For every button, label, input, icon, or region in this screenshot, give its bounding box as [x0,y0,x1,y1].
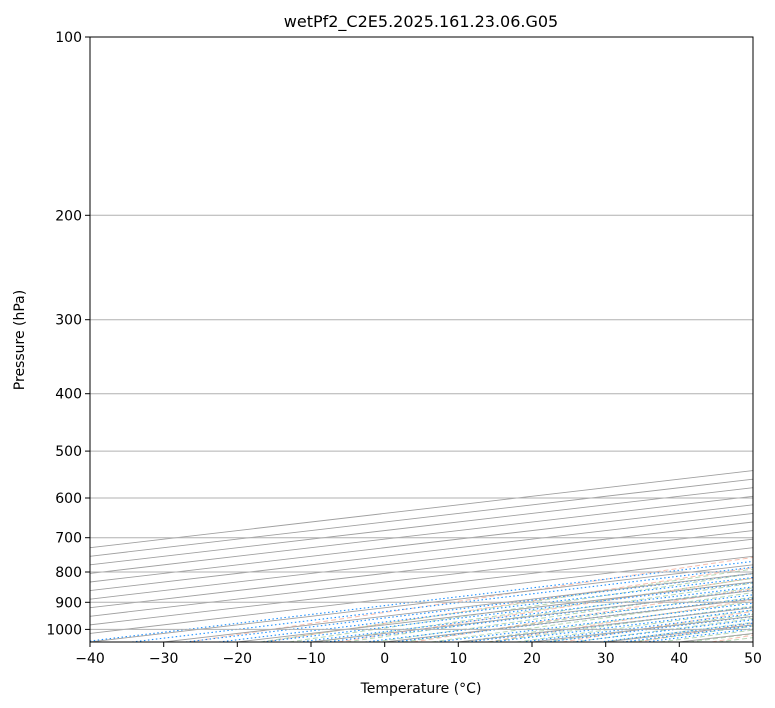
isotherm-line [90,512,753,592]
x-tick-label: 30 [597,651,615,667]
isotherm-line [90,521,753,600]
isotherm-line [90,495,753,574]
x-tick-label: 0 [380,651,389,667]
moist-adiabat-line [289,573,753,642]
x-tick-label: −30 [149,651,179,667]
mixing-ratio-line [218,576,753,642]
y-tick-label: 400 [55,387,82,403]
moist-adiabat-line [317,577,753,642]
isotherm-line [90,538,753,617]
x-axis-label: Temperature (°C) [360,681,482,697]
x-tick-label: 20 [523,651,541,667]
mixing-ratio-line [299,586,753,642]
isotherm-line [90,487,753,566]
y-tick-label: 800 [55,565,82,581]
x-tick-label: −10 [296,651,326,667]
x-tick-label: 10 [449,651,467,667]
y-tick-label: 500 [55,444,82,460]
y-axis-label: Pressure (hPa) [12,290,28,390]
y-axis-ticks: 100 200 300 400 500 600 700 800 900 1000 [46,30,90,638]
y-tick-label: 100 [55,30,82,46]
y-tick-label: 600 [55,491,82,507]
mixing-ratio-line [185,572,753,642]
mixing-ratio-line [262,582,753,642]
x-tick-label: 50 [744,651,762,667]
chart-title: wetPf2_C2E5.2025.161.23.06.G05 [284,12,558,32]
y-tick-label: 700 [55,531,82,547]
isotherm-line [90,470,753,549]
background-lines [90,37,753,642]
x-tick-label: −40 [75,651,105,667]
moist-adiabat-line [431,596,753,642]
mixing-ratio-line [492,609,753,642]
x-axis-ticks: −40 −30 −20 −10 0 10 20 30 40 50 [75,642,762,667]
y-tick-label: 200 [55,208,82,224]
isotherm-line [90,530,753,609]
x-tick-label: 40 [670,651,688,667]
y-tick-label: 300 [55,313,82,329]
y-tick-label: 900 [55,595,82,611]
x-tick-label: −20 [223,651,253,667]
isotherm-line [90,478,753,557]
isotherm-line [90,504,753,583]
plot-frame [89,36,754,643]
y-tick-label: 1000 [46,622,82,638]
